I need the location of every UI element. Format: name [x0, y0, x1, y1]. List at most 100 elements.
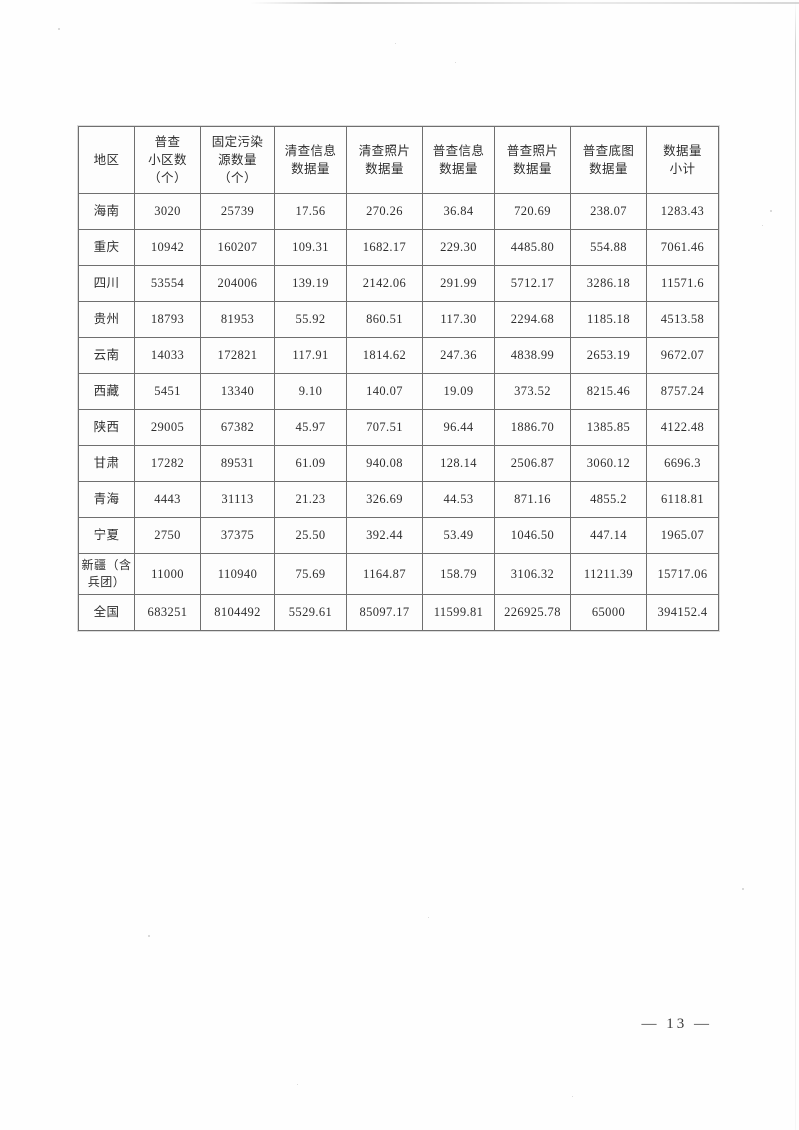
cell-census-info-volume: 229.30 [422, 229, 495, 266]
cell-survey-blocks: 14033 [134, 337, 201, 374]
cell-inventory-info-volume: 9.10 [274, 373, 347, 410]
cell-data-subtotal: 11571.6 [646, 265, 719, 302]
page-number: — 13 — [641, 1016, 712, 1032]
cell-inventory-photo-volume: 2142.06 [346, 265, 423, 302]
cell-census-photo-volume: 720.69 [494, 193, 571, 230]
cell-data-subtotal: 1965.07 [646, 517, 719, 554]
table-row: 西藏 5451 13340 9.10 140.07 19.09 373.52 8… [78, 373, 719, 410]
cell-inventory-photo-volume: 140.07 [346, 373, 423, 410]
cell-fixed-pollution-sources: 25739 [200, 193, 275, 230]
cell-census-basemap-volume: 238.07 [570, 193, 647, 230]
cell-census-basemap-volume: 11211.39 [570, 553, 647, 595]
cell-inventory-photo-volume: 940.08 [346, 445, 423, 482]
column-header-survey-blocks: 普查 小区数 （个） [134, 126, 201, 194]
row-label: 贵州 [78, 301, 135, 338]
column-header-region: 地区 [78, 126, 135, 194]
cell-fixed-pollution-sources: 160207 [200, 229, 275, 266]
row-label: 甘肃 [78, 445, 135, 482]
table-row-total: 全国 683251 8104492 5529.61 85097.17 11599… [78, 594, 719, 631]
cell-inventory-photo-volume: 270.26 [346, 193, 423, 230]
table-row: 甘肃 17282 89531 61.09 940.08 128.14 2506.… [78, 445, 719, 482]
column-header-census-photo-volume: 普查照片 数据量 [494, 126, 571, 194]
table-row: 新疆（含 兵团） 11000 110940 75.69 1164.87 158.… [78, 553, 719, 595]
scan-speck [572, 1096, 573, 1097]
table-row: 云南 14033 172821 117.91 1814.62 247.36 48… [78, 337, 719, 374]
cell-data-subtotal: 1283.43 [646, 193, 719, 230]
cell-inventory-info-volume: 61.09 [274, 445, 347, 482]
cell-survey-blocks: 18793 [134, 301, 201, 338]
cell-inventory-photo-volume: 1814.62 [346, 337, 423, 374]
cell-census-photo-volume: 226925.78 [494, 594, 571, 631]
scan-speck [455, 62, 456, 63]
cell-census-info-volume: 44.53 [422, 481, 495, 518]
cell-census-basemap-volume: 65000 [570, 594, 647, 631]
cell-census-info-volume: 96.44 [422, 409, 495, 446]
cell-data-subtotal: 6118.81 [646, 481, 719, 518]
table-row: 海南 3020 25739 17.56 270.26 36.84 720.69 … [78, 193, 719, 230]
cell-census-basemap-volume: 447.14 [570, 517, 647, 554]
scan-speck [297, 1084, 298, 1085]
cell-census-photo-volume: 2506.87 [494, 445, 571, 482]
scan-speck [742, 888, 744, 890]
cell-inventory-photo-volume: 392.44 [346, 517, 423, 554]
cell-inventory-info-volume: 139.19 [274, 265, 347, 302]
cell-census-basemap-volume: 1385.85 [570, 409, 647, 446]
column-header-census-basemap-volume: 普查底图 数据量 [570, 126, 647, 194]
cell-inventory-info-volume: 25.50 [274, 517, 347, 554]
scan-artifact-top-edge [250, 2, 799, 4]
cell-census-photo-volume: 2294.68 [494, 301, 571, 338]
cell-census-photo-volume: 4838.99 [494, 337, 571, 374]
cell-census-info-volume: 158.79 [422, 553, 495, 595]
row-label: 陕西 [78, 409, 135, 446]
cell-inventory-photo-volume: 707.51 [346, 409, 423, 446]
cell-census-photo-volume: 4485.80 [494, 229, 571, 266]
cell-inventory-photo-volume: 1164.87 [346, 553, 423, 595]
row-label-total: 全国 [78, 594, 135, 631]
table-row: 陕西 29005 67382 45.97 707.51 96.44 1886.7… [78, 409, 719, 446]
cell-survey-blocks: 11000 [134, 553, 201, 595]
row-label: 云南 [78, 337, 135, 374]
cell-data-subtotal: 6696.3 [646, 445, 719, 482]
cell-inventory-info-volume: 75.69 [274, 553, 347, 595]
column-header-inventory-photo-volume: 清查照片 数据量 [346, 126, 423, 194]
cell-fixed-pollution-sources: 67382 [200, 409, 275, 446]
cell-census-photo-volume: 871.16 [494, 481, 571, 518]
cell-inventory-info-volume: 55.92 [274, 301, 347, 338]
cell-census-photo-volume: 3106.32 [494, 553, 571, 595]
scan-speck [395, 43, 396, 44]
cell-survey-blocks: 17282 [134, 445, 201, 482]
scan-speck [58, 28, 60, 30]
cell-fixed-pollution-sources: 13340 [200, 373, 275, 410]
census-table-body: 地区 普查 小区数 （个） 固定污染 源数量 （个） 清查信息 数据量 [78, 126, 719, 631]
cell-data-subtotal: 4513.58 [646, 301, 719, 338]
cell-fixed-pollution-sources: 31113 [200, 481, 275, 518]
table-row: 重庆 10942 160207 109.31 1682.17 229.30 44… [78, 229, 719, 266]
table-row: 四川 53554 204006 139.19 2142.06 291.99 57… [78, 265, 719, 302]
row-label: 新疆（含 兵团） [78, 553, 135, 595]
row-label: 青海 [78, 481, 135, 518]
cell-survey-blocks: 53554 [134, 265, 201, 302]
cell-data-subtotal: 7061.46 [646, 229, 719, 266]
cell-census-info-volume: 53.49 [422, 517, 495, 554]
cell-census-info-volume: 11599.81 [422, 594, 495, 631]
table-row: 贵州 18793 81953 55.92 860.51 117.30 2294.… [78, 301, 719, 338]
cell-data-subtotal: 4122.48 [646, 409, 719, 446]
table-header-row: 地区 普查 小区数 （个） 固定污染 源数量 （个） 清查信息 数据量 [78, 126, 719, 194]
cell-survey-blocks: 10942 [134, 229, 201, 266]
cell-survey-blocks: 29005 [134, 409, 201, 446]
cell-fixed-pollution-sources: 204006 [200, 265, 275, 302]
cell-survey-blocks: 683251 [134, 594, 201, 631]
cell-inventory-info-volume: 45.97 [274, 409, 347, 446]
column-header-fixed-pollution-sources: 固定污染 源数量 （个） [200, 126, 275, 194]
cell-data-subtotal: 8757.24 [646, 373, 719, 410]
column-header-data-subtotal: 数据量 小计 [646, 126, 719, 194]
cell-inventory-info-volume: 21.23 [274, 481, 347, 518]
cell-inventory-photo-volume: 85097.17 [346, 594, 423, 631]
cell-census-photo-volume: 5712.17 [494, 265, 571, 302]
row-label: 海南 [78, 193, 135, 230]
cell-census-basemap-volume: 3286.18 [570, 265, 647, 302]
cell-fixed-pollution-sources: 37375 [200, 517, 275, 554]
row-label: 西藏 [78, 373, 135, 410]
cell-fixed-pollution-sources: 81953 [200, 301, 275, 338]
